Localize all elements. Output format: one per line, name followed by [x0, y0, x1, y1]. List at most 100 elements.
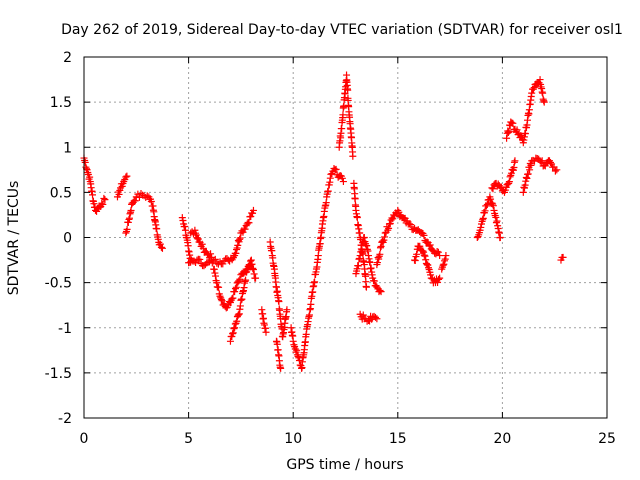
data-point	[117, 184, 125, 192]
data-point	[422, 259, 430, 267]
data-point	[411, 257, 419, 265]
data-point	[362, 283, 370, 291]
data-point	[236, 234, 244, 242]
data-point	[509, 119, 517, 127]
data-point	[252, 274, 260, 282]
data-point	[535, 79, 543, 87]
data-point	[131, 197, 139, 205]
data-point	[385, 224, 393, 232]
data-point	[477, 223, 485, 231]
data-point	[124, 218, 132, 226]
data-point	[407, 221, 415, 229]
data-point	[89, 191, 97, 199]
data-point	[370, 277, 378, 285]
data-point	[123, 225, 131, 233]
data-point	[181, 222, 189, 230]
data-point	[489, 185, 497, 193]
data-point	[153, 225, 161, 233]
data-point	[283, 306, 291, 314]
data-point	[339, 111, 347, 119]
data-point	[489, 202, 497, 210]
y-tick-label: -2	[58, 411, 72, 427]
data-point	[229, 330, 237, 338]
data-point	[147, 197, 155, 205]
data-point	[247, 257, 255, 265]
data-point	[231, 288, 239, 296]
data-point	[122, 229, 130, 237]
data-point	[442, 252, 450, 260]
data-point	[530, 84, 538, 92]
data-point	[427, 271, 435, 279]
chart-title: Day 262 of 2019, Sidereal Day-to-day VTE…	[61, 22, 623, 38]
data-point	[249, 264, 257, 272]
data-point	[236, 275, 244, 283]
data-point	[436, 252, 444, 260]
data-point	[217, 295, 225, 303]
data-point	[433, 247, 441, 255]
data-point	[376, 250, 384, 258]
data-point	[538, 157, 546, 165]
data-point	[249, 206, 257, 214]
data-point	[349, 152, 357, 160]
data-point	[231, 285, 239, 293]
y-tick-label: 2	[63, 50, 72, 66]
y-axis-label: SDTVAR / TECUs	[6, 181, 22, 296]
data-point	[435, 275, 443, 283]
data-point	[219, 260, 227, 268]
data-point	[122, 173, 130, 181]
data-point	[496, 234, 504, 241]
plot-frame	[83, 56, 608, 419]
data-point	[511, 157, 519, 165]
y-tick-label: -1	[58, 321, 72, 337]
data-point	[553, 166, 561, 174]
data-point	[354, 262, 362, 270]
data-point	[539, 89, 547, 97]
data-point	[207, 250, 215, 258]
data-point	[293, 346, 301, 354]
data-point	[233, 317, 241, 325]
data-point	[193, 234, 201, 242]
x-tick-label: 5	[184, 431, 193, 447]
grid-lines	[84, 57, 607, 418]
data-point	[420, 251, 428, 259]
data-point	[506, 173, 514, 181]
data-point	[81, 158, 89, 166]
data-point	[436, 274, 444, 282]
data-point	[377, 243, 385, 251]
x-tick-label: 20	[493, 431, 511, 447]
data-point	[373, 315, 381, 323]
data-point	[513, 126, 521, 134]
data-point	[371, 313, 379, 321]
data-point	[338, 125, 346, 133]
data-point	[157, 243, 165, 251]
data-point	[123, 172, 131, 180]
data-point	[540, 98, 548, 106]
data-point	[233, 246, 241, 254]
data-point	[234, 241, 242, 249]
data-point	[489, 200, 497, 208]
data-point	[229, 329, 237, 337]
data-point	[527, 161, 535, 169]
x-tick-label: 10	[284, 431, 302, 447]
data-point	[434, 248, 442, 256]
data-point	[275, 298, 283, 306]
data-points	[80, 71, 567, 372]
data-point	[245, 262, 253, 270]
data-point	[378, 237, 386, 245]
data-point	[307, 300, 315, 308]
data-point	[332, 165, 340, 173]
data-point	[262, 328, 270, 336]
data-point	[426, 241, 434, 249]
data-point	[419, 247, 427, 255]
data-point	[440, 260, 448, 268]
data-point	[216, 292, 224, 300]
data-point	[100, 194, 108, 202]
data-point	[98, 199, 106, 207]
data-point	[529, 85, 537, 93]
data-point	[234, 311, 242, 319]
data-point	[483, 202, 491, 210]
data-point	[505, 179, 513, 187]
data-point	[215, 283, 223, 291]
data-point	[213, 259, 221, 267]
data-point	[232, 249, 240, 257]
